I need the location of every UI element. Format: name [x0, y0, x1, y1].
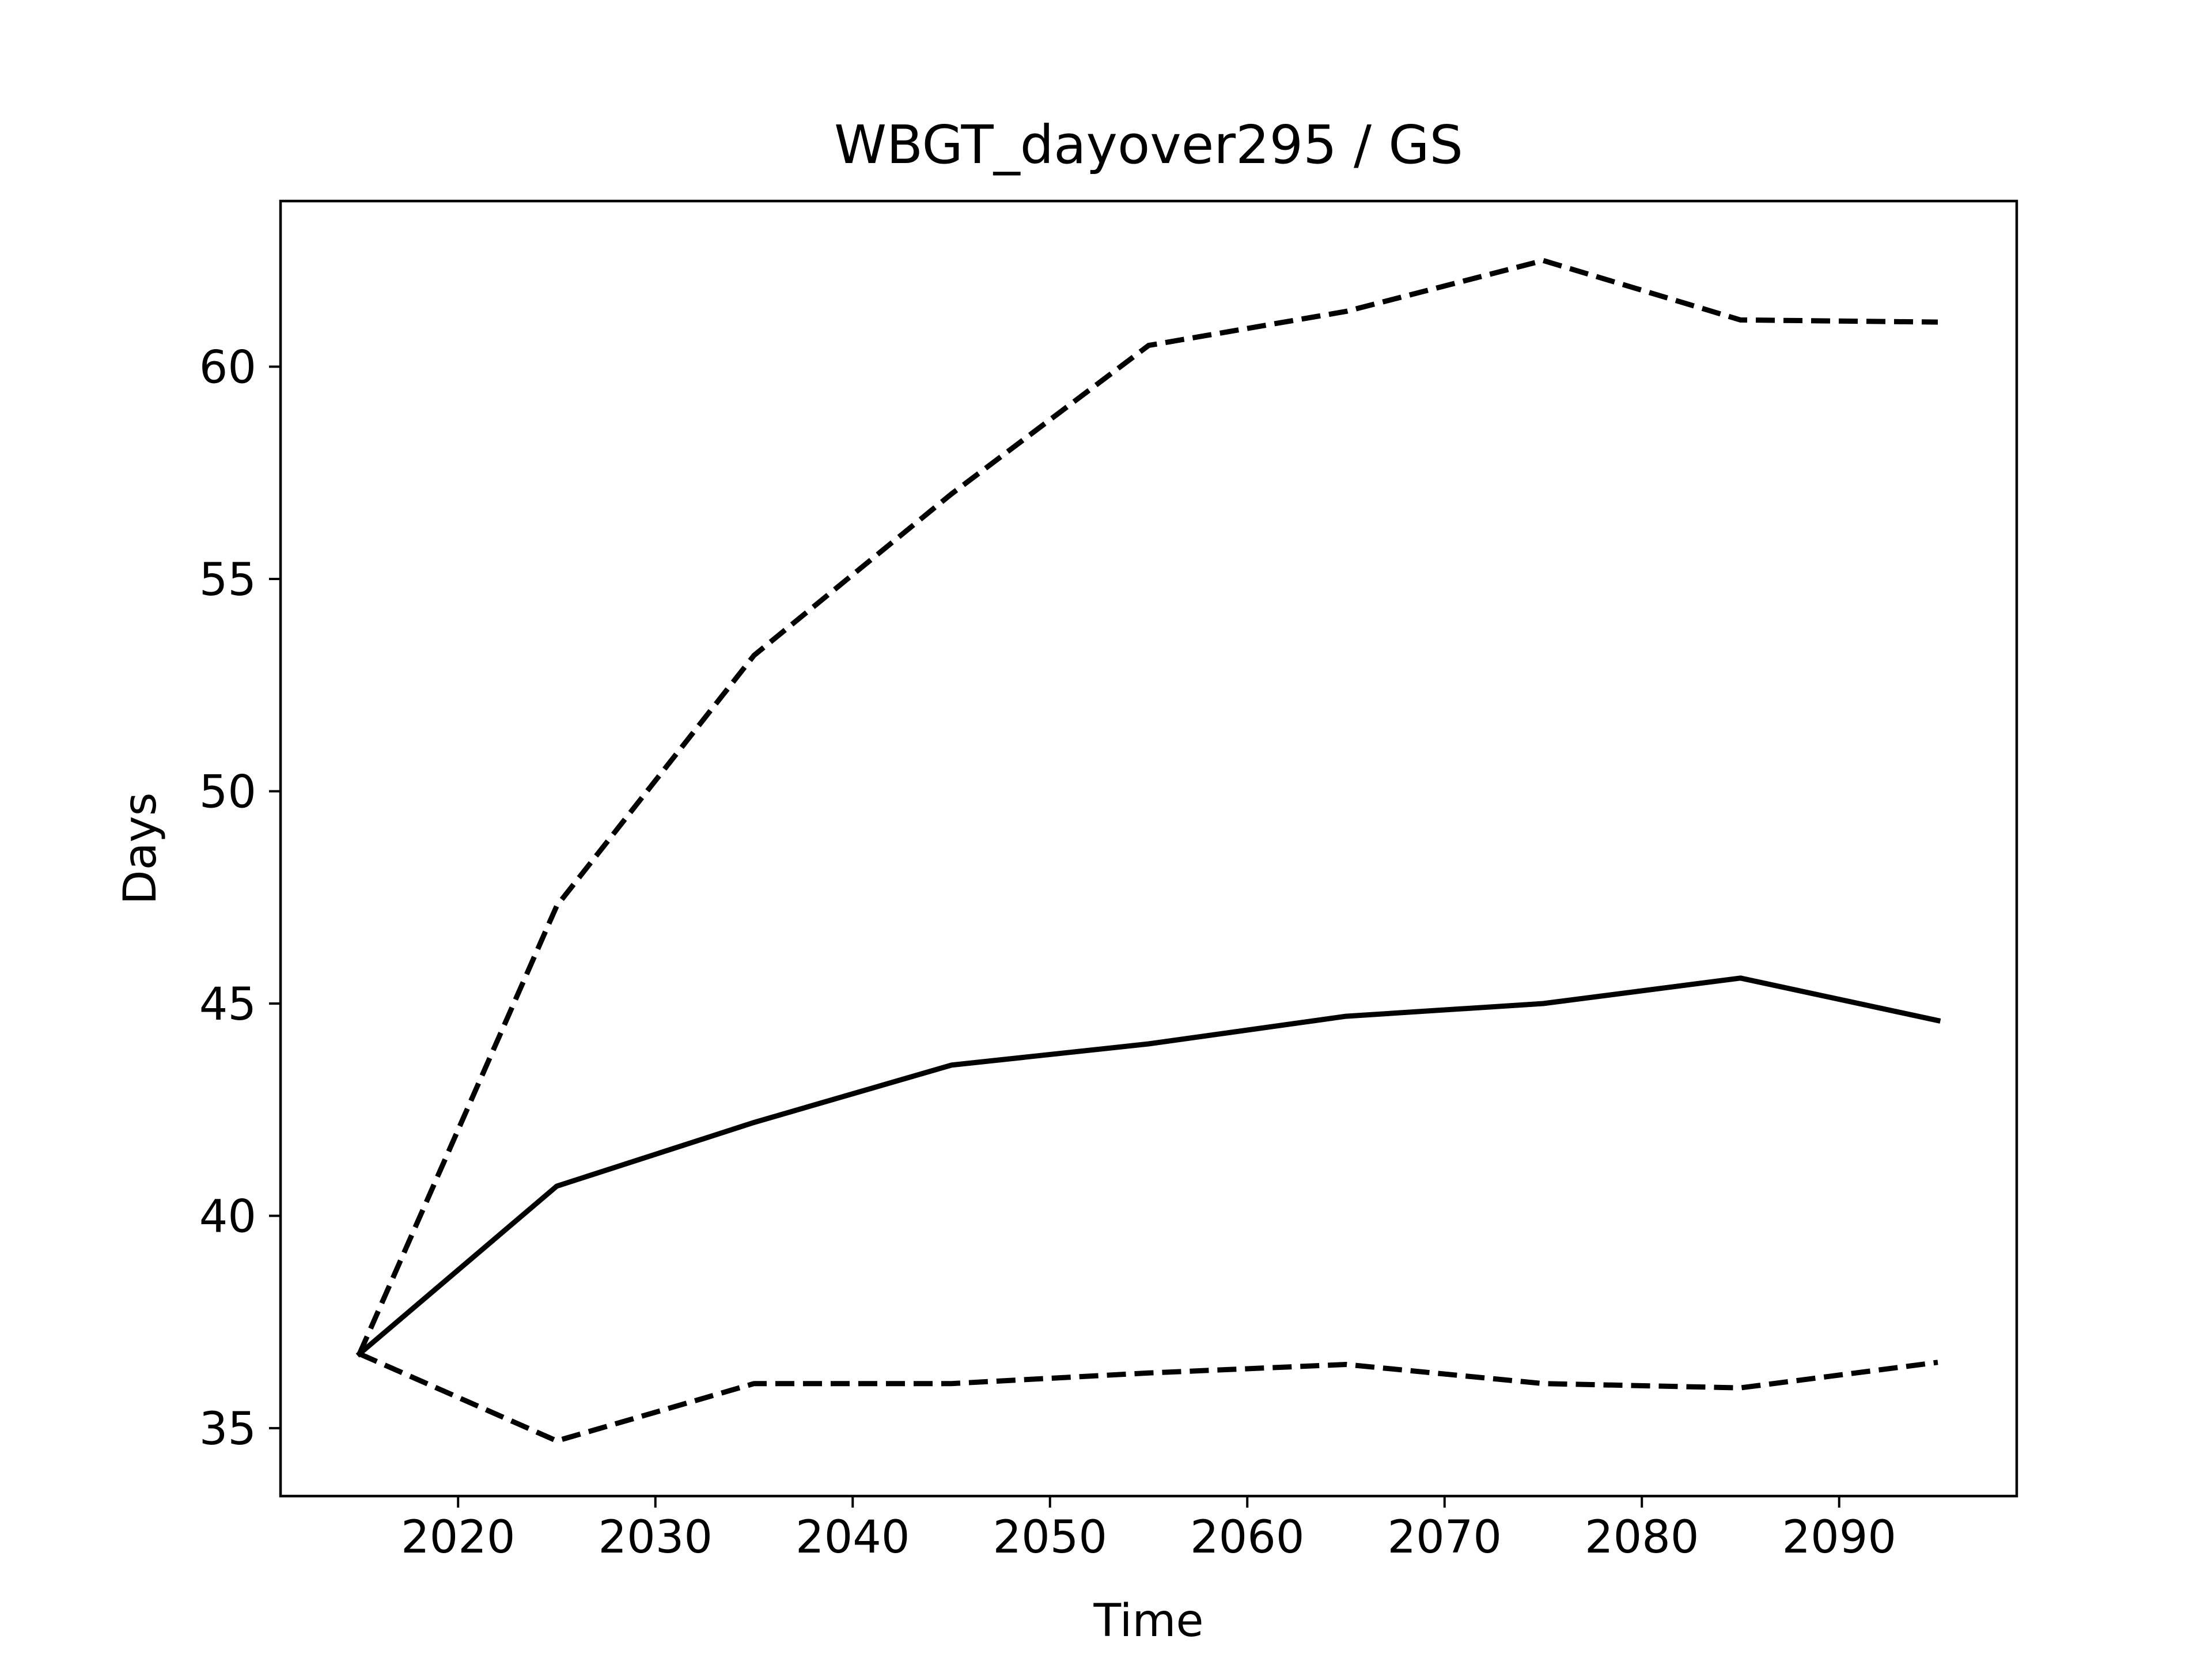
series-line-2-solid: [355, 975, 1941, 1358]
x-tick-label: 2080: [1585, 1512, 1699, 1563]
y-tick-label: 40: [199, 1191, 256, 1243]
series-line-3-dashed: [358, 1351, 1938, 1444]
y-tick-label: 60: [199, 342, 256, 393]
x-tick-label: 2060: [1190, 1512, 1305, 1563]
x-tick-label: 2020: [401, 1512, 516, 1563]
y-tick-label: 45: [199, 979, 256, 1031]
y-tick-label: 35: [199, 1403, 256, 1455]
y-tick-label: 50: [199, 766, 256, 818]
x-tick-label: 2090: [1782, 1512, 1896, 1563]
x-tick-label: 2030: [598, 1512, 713, 1563]
x-axis-label: Time: [1093, 1595, 1204, 1647]
x-tick-label: 2050: [993, 1512, 1107, 1563]
y-tick-label: 55: [199, 554, 256, 606]
chart-title: WBGT_dayover295 / GS: [834, 114, 1463, 176]
series-lines: [355, 258, 1941, 1444]
x-tick-label: 2070: [1387, 1512, 1502, 1563]
ticks: 2020 2030 2040 2050 2060 2070 2080 2090 35 40 45 50…: [199, 342, 1896, 1563]
y-axis-label: Days: [115, 793, 166, 905]
series-line-1-dashed: [357, 258, 1938, 1355]
plot-frame: [279, 199, 2018, 1498]
x-tick-label: 2040: [796, 1512, 910, 1563]
